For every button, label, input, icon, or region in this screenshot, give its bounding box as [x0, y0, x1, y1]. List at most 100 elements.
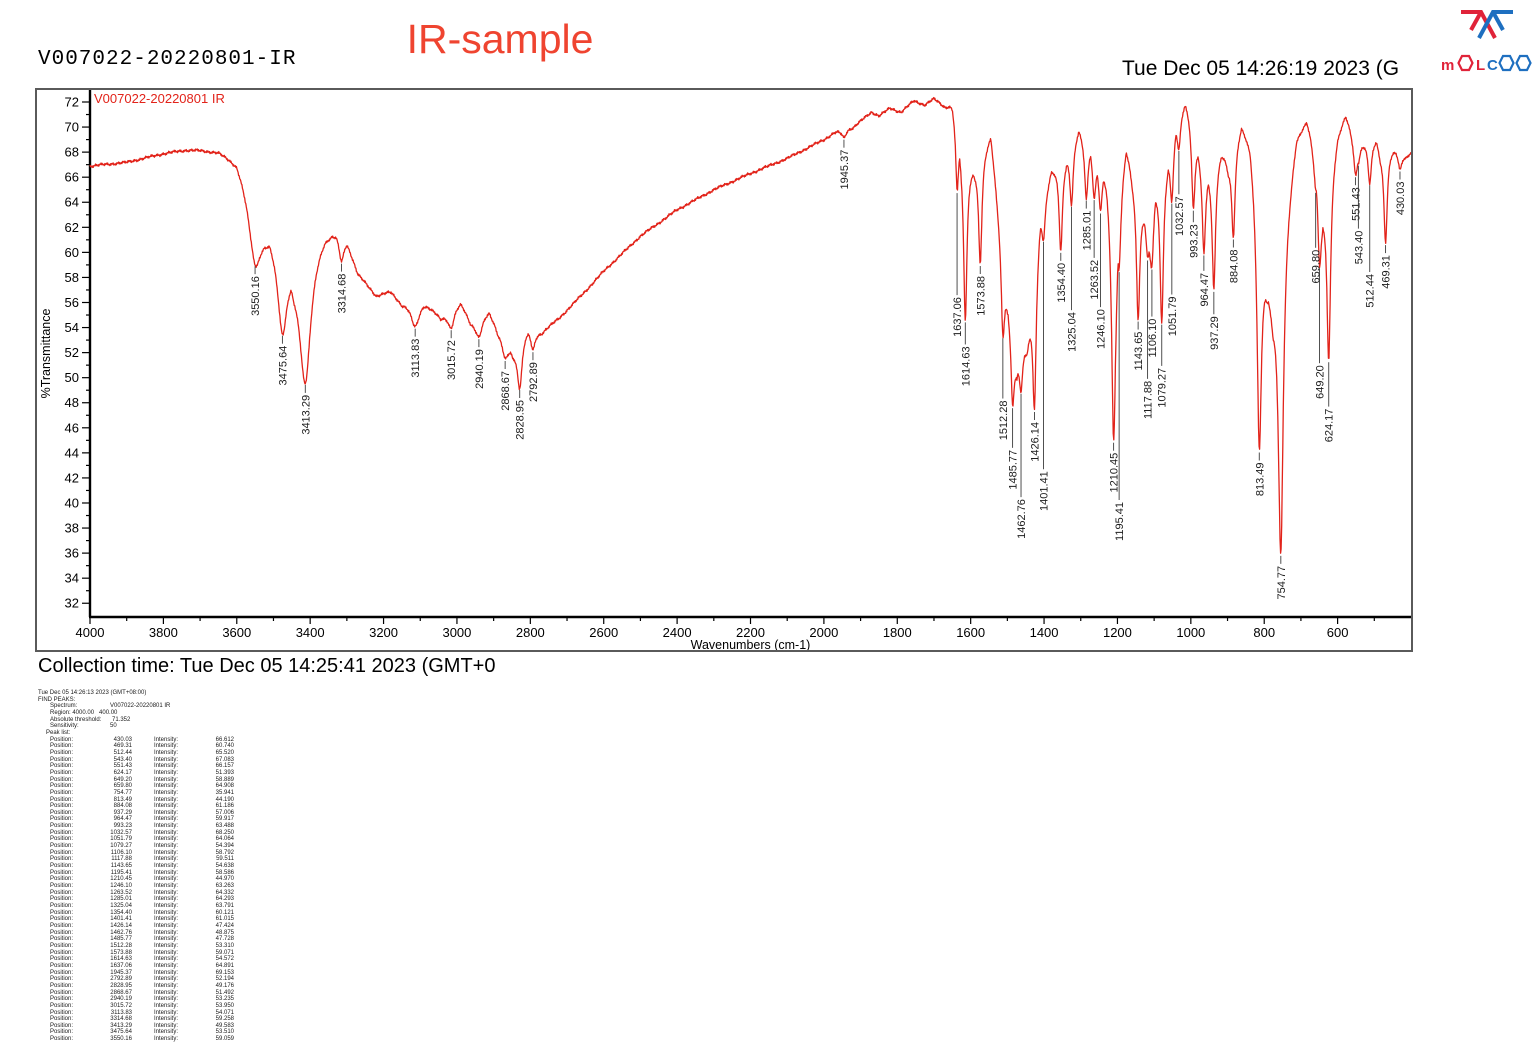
report-row: Position: 1512.28 Intensity: 53.310 [50, 942, 234, 949]
peak-labels: 3550.16 3475.64 3413.29 3314.68 3113.83 3015.… [250, 139, 1407, 600]
report-row: Position: 813.49 Intensity: 44.190 [50, 796, 234, 803]
svg-text:54: 54 [65, 320, 79, 335]
report-row: Position: 3314.68 Intensity: 59.258 [50, 1016, 234, 1023]
report-row: Position: 1485.77 Intensity: 47.728 [50, 936, 234, 943]
report-row: Position: 659.80 Intensity: 64.908 [50, 783, 234, 790]
report-row: Position: 1462.76 Intensity: 48.875 [50, 929, 234, 936]
report-row: Position: 1143.65 Intensity: 54.638 [50, 863, 234, 870]
svg-text:3600: 3600 [222, 625, 251, 640]
report-row: Position: 1354.40 Intensity: 60.121 [50, 909, 234, 916]
flask-icon [1461, 10, 1513, 39]
svg-text:3200: 3200 [369, 625, 398, 640]
logo-wordmark: m L C [1441, 54, 1532, 74]
peak-label: 512.44 [1365, 274, 1377, 308]
peak-label: 1143.65 [1133, 332, 1145, 371]
svg-text:48: 48 [65, 395, 79, 410]
peak-label: 2792.89 [528, 362, 540, 402]
report-row: Position: 2868.67 Intensity: 51.492 [50, 989, 234, 996]
peak-label: 3475.64 [277, 346, 289, 386]
svg-text:2200: 2200 [736, 625, 765, 640]
report-row: Position: 3015.72 Intensity: 53.950 [50, 1002, 234, 1009]
report-row: Position: 430.03 Intensity: 66.612 [50, 736, 234, 743]
peak-label: 543.40 [1353, 231, 1365, 265]
report-row: Position: 1051.79 Intensity: 64.064 [50, 836, 234, 843]
report-row: Position: 937.29 Intensity: 57.006 [50, 809, 234, 816]
peak-label: 884.08 [1228, 250, 1240, 284]
spectrum-chart: 32 34 36 38 40 42 44 46 48 50 52 54 56 58 60 62 64 66 68 70… [35, 88, 1413, 652]
peak-label: 1285.01 [1081, 211, 1093, 251]
svg-text:1200: 1200 [1103, 625, 1132, 640]
peak-label: 1462.76 [1016, 499, 1028, 539]
report-find-peaks: FIND PEAKS: [38, 696, 76, 703]
report-row: Position: 884.08 Intensity: 61.186 [50, 803, 234, 810]
peak-label: 964.47 [1199, 273, 1211, 307]
peak-label: 1195.41 [1114, 502, 1126, 541]
peak-label: 1263.52 [1089, 260, 1101, 300]
peak-label: 1117.88 [1143, 381, 1155, 419]
svg-text:32: 32 [65, 596, 79, 611]
legend-label: V007022-20220801 IR [94, 91, 225, 106]
report-row: Position: 1401.41 Intensity: 61.015 [50, 916, 234, 923]
peak-label: 659.80 [1311, 250, 1323, 284]
svg-text:1000: 1000 [1176, 625, 1205, 640]
report-row: Position: 964.47 Intensity: 59.917 [50, 816, 234, 823]
report-row: Position: 543.40 Intensity: 67.083 [50, 756, 234, 763]
peak-label: 1032.57 [1174, 196, 1186, 236]
molcoo-logo: m L C [1441, 10, 1532, 74]
report-row: Position: 512.44 Intensity: 65.520 [50, 749, 234, 756]
report-region: Region: 4000.00 400.00 [50, 709, 118, 716]
peak-label: 993.23 [1188, 224, 1200, 258]
peak-label: 1485.77 [1008, 450, 1020, 490]
svg-text:66: 66 [65, 170, 79, 185]
report-row: Position: 649.20 Intensity: 58.889 [50, 776, 234, 783]
report-row: Position: 1637.06 Intensity: 64.891 [50, 962, 234, 969]
report-timestamp: Tue Dec 05 14:26:13 2023 (GMT+08:00) [38, 690, 147, 696]
svg-text:38: 38 [65, 521, 79, 536]
spectrum-curve [89, 96, 1411, 554]
spectrum-plot: 32 34 36 38 40 42 44 46 48 50 52 54 56 58 60 62 64 66 68 70… [39, 90, 1411, 650]
peak-label: 1051.79 [1167, 297, 1179, 337]
report-row: Position: 1325.04 Intensity: 63.791 [50, 903, 234, 909]
peak-label: 1512.28 [998, 401, 1010, 441]
peak-label: 1401.41 [1039, 471, 1051, 511]
report-row: Position: 1263.52 Intensity: 64.332 [50, 889, 234, 896]
svg-text:C: C [1487, 57, 1498, 74]
peak-label: 3550.16 [250, 276, 262, 316]
svg-text:56: 56 [65, 295, 79, 310]
svg-text:60: 60 [65, 245, 79, 260]
svg-text:800: 800 [1253, 625, 1275, 640]
peak-label: 1106.10 [1147, 319, 1159, 358]
peak-label: 469.31 [1381, 255, 1393, 289]
peak-label: 1573.88 [975, 276, 987, 316]
svg-text:62: 62 [65, 220, 79, 235]
report-row: Position: 3475.64 Intensity: 53.510 [50, 1029, 234, 1036]
report-row: Position: 1945.37 Intensity: 69.153 [50, 969, 234, 976]
sample-id: V007022-20220801-IR [38, 48, 297, 71]
svg-text:3400: 3400 [296, 625, 325, 640]
peak-label: 430.03 [1395, 182, 1407, 216]
svg-text:72: 72 [65, 95, 79, 110]
report-row: Position: 1246.10 Intensity: 63.263 [50, 883, 234, 890]
svg-text:58: 58 [65, 270, 79, 285]
svg-text:L: L [1476, 57, 1485, 74]
report-row: Position: 624.17 Intensity: 51.393 [50, 769, 234, 776]
report-threshold: Absolute threshold: 71.352 [50, 716, 131, 723]
report-row: Position: 2940.19 Intensity: 53.235 [50, 996, 234, 1003]
axes: 32 34 36 38 40 42 44 46 48 50 52 54 56 58 60 62 64 66 68 70… [39, 90, 1411, 650]
svg-text:46: 46 [65, 420, 79, 435]
peak-label: 624.17 [1324, 409, 1336, 443]
peak-report: Tue Dec 05 14:26:13 2023 (GMT+08:00) FIND… [38, 690, 234, 1043]
y-axis-title: %Transmittance [39, 309, 53, 399]
report-row: Position: 1117.88 Intensity: 59.511 [50, 856, 234, 863]
report-row: Position: 3113.83 Intensity: 54.071 [50, 1009, 234, 1016]
x-axis-title: Wavenumbers (cm-1) [691, 638, 811, 650]
report-row: Position: 1032.57 Intensity: 68.250 [50, 829, 234, 836]
report-peak-list-label: Peak list: [46, 729, 71, 736]
peak-label: 1354.40 [1056, 263, 1068, 303]
collection-time: Collection time: Tue Dec 05 14:25:41 202… [38, 655, 496, 677]
report-row: Position: 1106.10 Intensity: 58.792 [50, 849, 234, 856]
report-row: Position: 1079.27 Intensity: 54.394 [50, 843, 234, 850]
report-row: Position: 469.31 Intensity: 60.740 [50, 743, 234, 750]
report-row: Position: 1210.45 Intensity: 44.970 [50, 876, 234, 883]
report-row: Position: 551.43 Intensity: 66.157 [50, 763, 234, 770]
